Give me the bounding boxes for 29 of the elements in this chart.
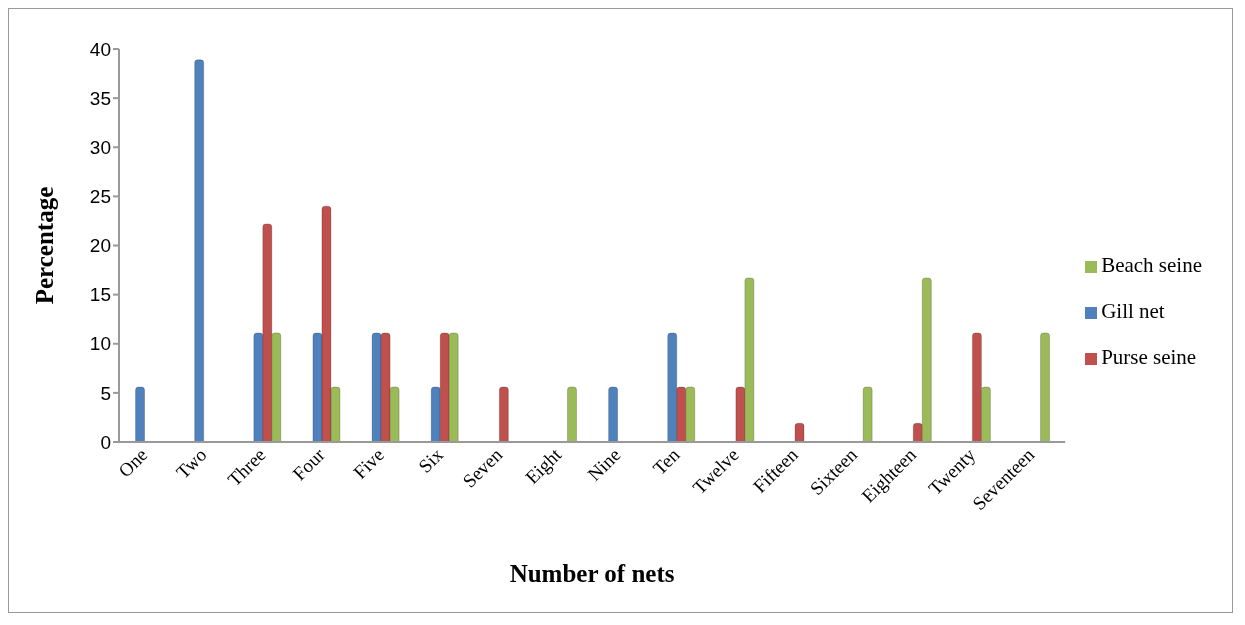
bar xyxy=(862,386,873,442)
y-tick-label: 10 xyxy=(89,333,111,355)
bar xyxy=(135,386,146,442)
x-tick-label: Nine xyxy=(583,443,625,485)
x-tick-label: Five xyxy=(349,443,388,483)
bar xyxy=(794,422,805,442)
y-tick-label: 0 xyxy=(100,431,111,453)
legend-label: Beach seine xyxy=(1101,252,1202,277)
y-tick-label: 30 xyxy=(89,136,111,158)
legend-label: Purse seine xyxy=(1101,344,1197,369)
bar xyxy=(498,386,509,442)
legend-label: Gill net xyxy=(1101,298,1165,323)
x-tick-label: Six xyxy=(414,443,448,477)
x-tick-label: Ten xyxy=(648,443,684,479)
y-tick-label: 25 xyxy=(89,186,111,208)
bar xyxy=(194,59,205,442)
bar xyxy=(608,386,619,442)
x-tick-label: Two xyxy=(171,443,211,483)
x-axis-title: Number of nets xyxy=(509,560,675,587)
y-tick-label: 15 xyxy=(89,284,111,306)
y-tick-label: 20 xyxy=(89,235,111,257)
y-tick-label: 40 xyxy=(89,38,111,60)
y-tick-label: 5 xyxy=(100,382,111,404)
bar xyxy=(566,386,577,442)
y-tick-label: 35 xyxy=(89,87,111,109)
x-tick-label: One xyxy=(114,443,152,482)
x-tick-label: Four xyxy=(288,443,330,485)
bar xyxy=(1040,332,1051,442)
y-axis-title: Percentage xyxy=(30,186,58,305)
